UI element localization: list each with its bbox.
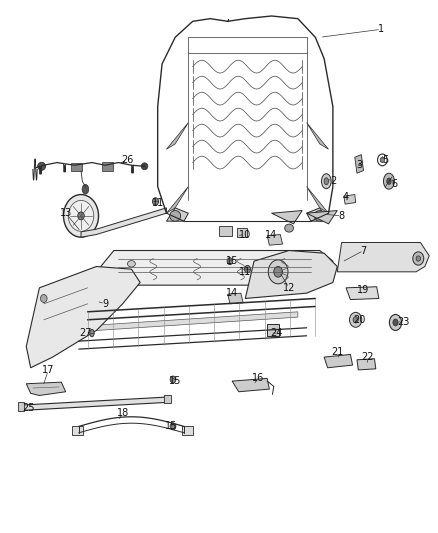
Polygon shape xyxy=(22,397,166,410)
Polygon shape xyxy=(307,187,328,213)
Ellipse shape xyxy=(152,198,159,205)
Polygon shape xyxy=(346,287,379,300)
Ellipse shape xyxy=(389,314,402,330)
Polygon shape xyxy=(166,123,188,149)
Ellipse shape xyxy=(244,265,251,273)
Text: 21: 21 xyxy=(331,347,343,357)
Text: 9: 9 xyxy=(102,299,108,309)
Text: 16: 16 xyxy=(252,374,265,383)
Text: 11: 11 xyxy=(152,198,164,207)
Text: 15: 15 xyxy=(169,376,181,386)
Ellipse shape xyxy=(78,212,84,220)
Text: 12: 12 xyxy=(283,283,295,293)
Bar xyxy=(71,163,82,171)
Text: 23: 23 xyxy=(397,318,409,327)
Ellipse shape xyxy=(380,157,385,163)
Text: 4: 4 xyxy=(343,192,349,202)
Ellipse shape xyxy=(68,200,94,231)
Text: 15: 15 xyxy=(226,256,238,266)
Ellipse shape xyxy=(170,211,180,221)
Ellipse shape xyxy=(321,174,331,189)
Ellipse shape xyxy=(285,224,293,232)
Ellipse shape xyxy=(259,261,267,267)
Ellipse shape xyxy=(393,319,398,326)
Polygon shape xyxy=(337,243,429,272)
Ellipse shape xyxy=(353,317,358,323)
Ellipse shape xyxy=(413,252,424,265)
Bar xyxy=(182,426,193,435)
Bar xyxy=(267,324,279,336)
Polygon shape xyxy=(232,378,269,392)
Text: 13: 13 xyxy=(60,208,72,218)
Polygon shape xyxy=(26,266,140,368)
Polygon shape xyxy=(355,155,364,173)
Ellipse shape xyxy=(384,173,395,189)
Polygon shape xyxy=(272,211,302,224)
Ellipse shape xyxy=(227,258,233,265)
Polygon shape xyxy=(26,382,66,395)
Text: 20: 20 xyxy=(353,315,365,325)
Polygon shape xyxy=(81,208,166,237)
Polygon shape xyxy=(166,208,188,221)
Bar xyxy=(72,426,83,435)
Text: 8: 8 xyxy=(339,211,345,221)
Text: 18: 18 xyxy=(117,408,129,418)
Ellipse shape xyxy=(41,294,47,303)
Polygon shape xyxy=(96,312,298,330)
Text: 17: 17 xyxy=(42,366,54,375)
Text: 10: 10 xyxy=(239,230,251,239)
Ellipse shape xyxy=(127,261,135,267)
Polygon shape xyxy=(357,359,376,370)
Bar xyxy=(164,395,171,403)
Text: 7: 7 xyxy=(360,246,367,255)
Polygon shape xyxy=(245,251,337,298)
Polygon shape xyxy=(267,235,283,245)
Polygon shape xyxy=(228,293,243,304)
Polygon shape xyxy=(307,208,328,221)
Bar xyxy=(237,228,247,237)
Ellipse shape xyxy=(82,184,88,194)
Text: 24: 24 xyxy=(270,328,282,338)
Polygon shape xyxy=(307,211,337,224)
Polygon shape xyxy=(324,354,353,368)
Text: 25: 25 xyxy=(22,403,35,413)
Bar xyxy=(102,162,113,171)
Text: 1: 1 xyxy=(378,25,384,34)
Text: 26: 26 xyxy=(121,155,133,165)
Text: 2: 2 xyxy=(330,176,336,186)
Text: 27: 27 xyxy=(79,328,92,338)
Ellipse shape xyxy=(416,256,420,261)
Polygon shape xyxy=(307,123,328,149)
Ellipse shape xyxy=(170,423,176,430)
Ellipse shape xyxy=(38,163,46,171)
Ellipse shape xyxy=(170,376,176,383)
Polygon shape xyxy=(101,251,333,285)
Text: 5: 5 xyxy=(382,155,389,165)
Ellipse shape xyxy=(64,195,99,237)
Text: 6: 6 xyxy=(391,179,397,189)
Ellipse shape xyxy=(90,329,94,337)
Ellipse shape xyxy=(387,178,391,184)
Text: 11: 11 xyxy=(239,267,251,277)
Ellipse shape xyxy=(274,266,283,277)
Text: 3: 3 xyxy=(356,160,362,170)
Bar xyxy=(219,226,232,236)
Polygon shape xyxy=(344,195,356,204)
Polygon shape xyxy=(166,187,188,213)
Text: 15: 15 xyxy=(165,422,177,431)
Text: 14: 14 xyxy=(226,288,238,298)
Text: 19: 19 xyxy=(357,286,370,295)
Text: 22: 22 xyxy=(362,352,374,362)
Ellipse shape xyxy=(268,260,288,284)
Ellipse shape xyxy=(324,178,328,184)
Text: 14: 14 xyxy=(265,230,278,239)
Ellipse shape xyxy=(350,312,362,327)
Bar xyxy=(18,402,24,411)
Ellipse shape xyxy=(314,211,325,221)
Ellipse shape xyxy=(141,163,148,170)
